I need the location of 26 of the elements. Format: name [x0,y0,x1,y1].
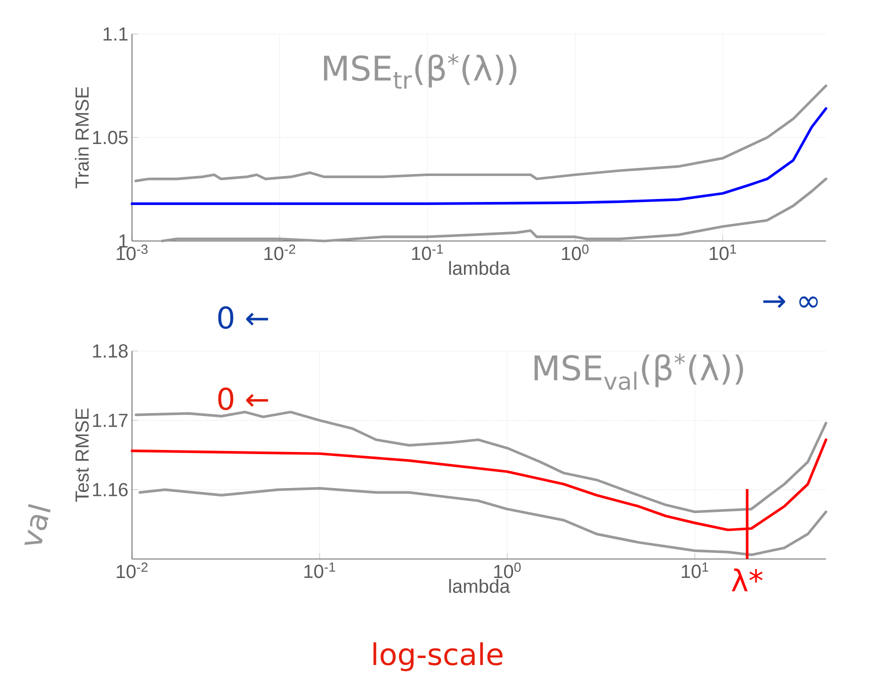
y-tick-label: 1.1 [104,27,128,41]
ref-line-label: λ* [732,568,763,592]
x-tick-label: 10$^{-2}$ [116,562,148,578]
x-tick-label: 10$^{0}$ [562,244,589,260]
x-tick-label: 10$^{1}$ [710,244,736,260]
y-axis-title: Train RMSE [74,87,89,188]
x-tick-label: 10$^{-1}$ [412,244,443,260]
annotation: 0 ← [218,388,268,410]
y-axis-title: Test RMSE [75,408,89,502]
y-tick-label: 1.16 [93,482,128,496]
x-axis-title: lambda [449,579,510,593]
y-tick-label: 1.18 [93,344,128,358]
annotation: MSE$_{tr}$(β$^{*}$(λ)) [324,54,516,89]
text: log-scale [373,642,502,672]
text: → ∞ [763,295,818,308]
annotation: MSE$_{val}$(β$^{*}$(λ)) [534,354,744,390]
x-tick-label: 10$^{-2}$ [264,244,296,260]
x-tick-label: 10$^{-1}$ [304,562,336,578]
x-axis-title: lambda [449,261,510,275]
x-tick-label: 10$^{1}$ [682,562,708,578]
y-tick-label: 1.17 [93,414,128,427]
x-tick-label: 10$^{0}$ [494,562,521,578]
text: val [24,504,51,545]
text: 0 ← [218,306,268,329]
y-tick-label: 1.05 [93,130,128,144]
y-tick-label: 1 [119,234,128,248]
